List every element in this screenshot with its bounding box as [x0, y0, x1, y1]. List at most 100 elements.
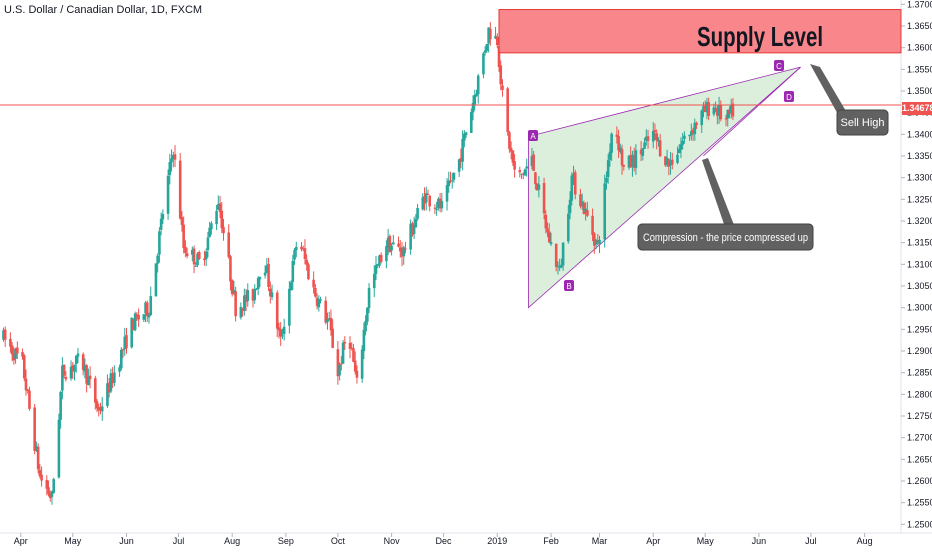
candle-body — [263, 272, 267, 276]
time-tick-label: Oct — [331, 536, 346, 546]
price-tick-label: 1.25500 — [907, 498, 932, 508]
candle-body — [326, 319, 329, 323]
candle-body — [482, 53, 485, 75]
compression-callout[interactable] — [637, 223, 814, 251]
point-d-label: D — [786, 93, 792, 102]
candle-body — [36, 446, 40, 470]
candle-body — [315, 297, 319, 306]
candle-body — [567, 213, 570, 242]
candle-body — [544, 214, 548, 229]
candle-body — [144, 302, 147, 314]
candle-body — [509, 147, 513, 152]
candle-body — [367, 287, 371, 309]
candle-body — [293, 249, 296, 260]
candle-body — [203, 258, 206, 261]
triangle-parallel-line[interactable] — [703, 66, 801, 156]
candle-body — [547, 231, 551, 243]
point-b-marker[interactable] — [564, 280, 574, 291]
sell-callout[interactable] — [836, 109, 889, 136]
candle-body — [125, 335, 128, 349]
point-d-marker[interactable] — [784, 91, 794, 102]
candle-body — [336, 349, 340, 377]
triangle-shape[interactable] — [528, 66, 801, 309]
candle-body — [702, 105, 705, 112]
candle-body — [338, 364, 341, 376]
candle-body — [681, 140, 684, 145]
candle-body — [173, 154, 177, 160]
candle-body — [289, 282, 293, 291]
candle-body — [93, 378, 97, 403]
candle-body — [631, 154, 634, 168]
time-tick-label: 2019 — [487, 536, 507, 546]
candle-body — [421, 197, 425, 210]
candle-body — [360, 349, 364, 379]
candle-body — [83, 365, 87, 372]
candle-body — [88, 375, 92, 380]
candle-body — [667, 159, 671, 167]
candle-body — [64, 377, 68, 380]
candle-body — [253, 289, 257, 301]
candle-body — [653, 130, 657, 132]
candle-body — [586, 210, 589, 216]
candle-body — [191, 249, 194, 255]
candle-body — [192, 248, 196, 265]
compression-triangle[interactable] — [528, 66, 801, 309]
candle-body — [171, 154, 175, 159]
candle-body — [549, 242, 553, 245]
candle-body — [71, 365, 75, 371]
time-axis[interactable]: Apr May Jun Jul Aug Sep Oct Nov Dec 2019 Feb Mar Apr… — [14, 533, 873, 546]
point-a-marker[interactable] — [528, 130, 538, 141]
candle-body — [679, 144, 683, 150]
candle-body — [85, 365, 88, 384]
candle-body — [520, 173, 523, 175]
candle-body — [414, 218, 418, 228]
candle-body — [182, 224, 185, 249]
candle-body — [197, 252, 201, 259]
candle-body — [282, 326, 286, 335]
candle-body — [229, 256, 232, 282]
candle-body — [728, 109, 731, 115]
supply-zone[interactable] — [498, 9, 902, 54]
time-tick-label: Jun — [119, 536, 134, 546]
price-tick-label: 1.30500 — [907, 281, 932, 291]
candle-body — [279, 329, 282, 337]
candle-body — [582, 202, 586, 214]
candle-body — [222, 227, 225, 234]
candle-body — [398, 247, 402, 252]
candle-body — [688, 134, 691, 137]
price-tick-label: 1.32000 — [907, 216, 932, 226]
price-axis[interactable]: 1.370001.365001.360001.355001.350001.345… — [901, 0, 932, 529]
candle-body — [166, 175, 170, 214]
candle-body — [206, 237, 210, 251]
candle-body — [392, 242, 395, 245]
candle-body — [700, 110, 704, 126]
candle-body — [530, 155, 534, 166]
candle-body — [270, 292, 274, 298]
candle-body — [194, 265, 198, 267]
candle-body — [641, 148, 645, 156]
candle-body — [378, 255, 381, 266]
candle-body — [33, 407, 36, 451]
candle-body — [243, 295, 246, 311]
candle-body — [111, 373, 114, 384]
candle-body — [59, 391, 62, 420]
candle-body — [142, 314, 146, 320]
price-tick-label: 1.29500 — [907, 324, 932, 334]
time-tick-label: Apr — [646, 536, 660, 546]
candle-body — [608, 151, 612, 160]
price-tick-label: 1.31500 — [907, 238, 932, 248]
candle-body — [366, 307, 369, 322]
candle-body — [251, 289, 255, 301]
candle-body — [100, 406, 104, 412]
candle-body — [218, 203, 222, 212]
candle-body — [400, 250, 404, 257]
candle-body — [386, 237, 390, 248]
candle-body — [452, 172, 456, 180]
point-c-marker[interactable] — [774, 60, 784, 71]
price-tick-label: 1.27500 — [907, 411, 932, 421]
candle-body — [423, 196, 426, 204]
candle-body — [475, 93, 478, 97]
candle-body — [525, 166, 529, 169]
